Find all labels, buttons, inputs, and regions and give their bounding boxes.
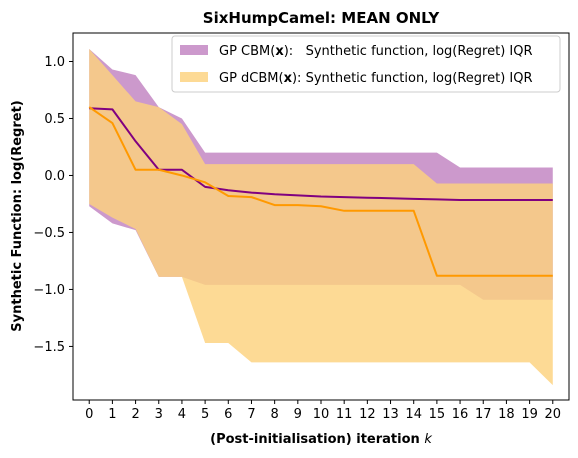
- iqr-band-dcbm: [89, 49, 553, 385]
- x-axis-title-text: (Post-initialisation) iteration: [210, 432, 420, 447]
- y-axis-title: Synthetic Function: log(Regret): [10, 100, 25, 331]
- x-tick-label-13: 13: [382, 407, 399, 422]
- legend-swatch-dcbm: [180, 72, 208, 82]
- x-tick-label-17: 17: [475, 407, 492, 422]
- legend-label-cbm: GP CBM(x): Synthetic function, log(Regre…: [219, 44, 533, 59]
- legend-swatch-cbm: [180, 45, 208, 55]
- chart-title: SixHumpCamel: MEAN ONLY: [203, 9, 441, 27]
- x-tick-label-20: 20: [545, 407, 562, 422]
- x-tick-label-4: 4: [178, 407, 186, 422]
- x-axis-title-variable: k: [424, 432, 432, 447]
- x-tick-label-1: 1: [108, 407, 116, 422]
- x-tick-label-12: 12: [359, 407, 376, 422]
- x-tick-label-3: 3: [155, 407, 163, 422]
- legend-label-dcbm-prefix: GP dCBM(: [219, 71, 284, 86]
- legend-entry-dcbm: GP dCBM(x): Synthetic function, log(Regr…: [180, 71, 533, 86]
- legend: GP CBM(x): Synthetic function, log(Regre…: [172, 36, 560, 92]
- plot-area: [89, 49, 553, 385]
- legend-entry-cbm: GP CBM(x): Synthetic function, log(Regre…: [180, 44, 533, 59]
- legend-label-cbm-prefix: GP CBM(: [219, 44, 275, 59]
- legend-label-cbm-suffix: ): Synthetic function, log(Regret) IQR: [284, 44, 533, 59]
- y-tick-label-4: 0.5: [44, 112, 65, 127]
- x-tick-label-9: 9: [294, 407, 302, 422]
- x-tick-label-14: 14: [405, 407, 422, 422]
- x-tick-label-19: 19: [521, 407, 538, 422]
- y-axis: −1.5 −1.0 −0.5 0.0 0.5 1.0: [33, 55, 73, 355]
- x-tick-label-11: 11: [336, 407, 353, 422]
- x-tick-label-10: 10: [313, 407, 330, 422]
- legend-label-dcbm: GP dCBM(x): Synthetic function, log(Regr…: [219, 71, 533, 86]
- y-tick-label-2: −0.5: [33, 226, 65, 241]
- x-tick-label-6: 6: [224, 407, 232, 422]
- x-tick-label-2: 2: [131, 407, 139, 422]
- x-tick-label-0: 0: [85, 407, 93, 422]
- x-tick-label-18: 18: [498, 407, 515, 422]
- legend-label-dcbm-suffix: ): Synthetic function, log(Regret) IQR: [292, 71, 533, 86]
- x-tick-label-7: 7: [247, 407, 255, 422]
- x-tick-label-16: 16: [452, 407, 469, 422]
- x-tick-label-8: 8: [271, 407, 279, 422]
- y-tick-label-3: 0.0: [44, 169, 65, 184]
- y-tick-label-1: −1.0: [33, 283, 65, 298]
- x-axis: 0 1 2 3 4 5 6 7 8 9 10 11 12 13 14 15 16 17 18 19 20: [85, 400, 561, 422]
- x-axis-title: (Post-initialisation) iteration k: [210, 432, 432, 447]
- x-tick-label-15: 15: [429, 407, 446, 422]
- x-tick-label-5: 5: [201, 407, 209, 422]
- y-tick-label-0: −1.5: [33, 340, 65, 355]
- y-tick-label-5: 1.0: [44, 55, 65, 70]
